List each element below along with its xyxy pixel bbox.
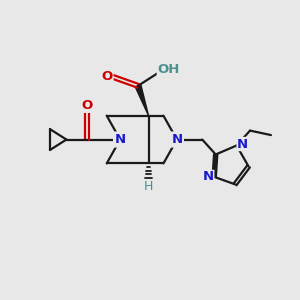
Text: O: O: [102, 70, 113, 83]
Text: H: H: [144, 180, 153, 193]
Polygon shape: [135, 85, 148, 116]
Text: N: N: [203, 170, 214, 183]
Text: N: N: [115, 133, 126, 146]
Text: OH: OH: [157, 64, 180, 76]
Text: O: O: [82, 99, 93, 112]
Text: N: N: [237, 137, 248, 151]
Text: N: N: [171, 133, 182, 146]
